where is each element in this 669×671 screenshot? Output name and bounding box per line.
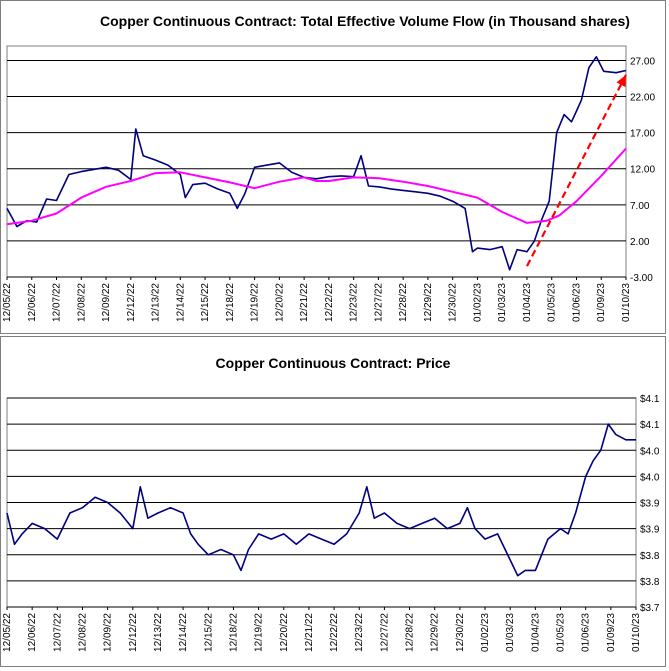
volume-x-tick-label: 12/06/22 <box>27 283 38 322</box>
price-y-tick-label: $3.9 <box>640 525 660 536</box>
price-x-tick-label: 12/14/22 <box>178 613 189 652</box>
volume-x-tick-label: 12/08/22 <box>76 283 87 322</box>
volume-x-tick-label: 01/03/23 <box>497 283 508 322</box>
price-x-tick-label: 12/27/22 <box>379 613 390 652</box>
price-series-line-0 <box>6 423 636 577</box>
price-x-tick-label: 12/07/22 <box>52 613 63 652</box>
volume-x-tick-label: 12/21/22 <box>299 283 310 322</box>
price-x-tick-label: 12/19/22 <box>254 613 265 652</box>
volume-flow-chart-panel: Copper Continuous Contract: Total Effect… <box>0 0 666 334</box>
price-x-tick-label: 12/21/22 <box>304 613 315 652</box>
volume-x-tick-label: 12/19/22 <box>250 283 261 322</box>
price-x-tick-label: 12/13/22 <box>153 613 164 652</box>
price-x-tick-label: 01/02/23 <box>480 613 491 652</box>
price-x-tick-label: 12/18/22 <box>228 613 239 652</box>
price-x-tick-label: 12/28/22 <box>405 613 416 652</box>
price-chart: Copper Continuous Contract: Price $4.1 $4… <box>2 355 660 652</box>
price-x-tick-label: 12/12/22 <box>128 613 139 652</box>
price-x-tick-label: 12/15/22 <box>203 613 214 652</box>
volume-x-tick-label: 12/05/22 <box>2 283 13 322</box>
price-x-tick-label: 12/29/22 <box>430 613 441 652</box>
volume-x-tick-label: 12/09/22 <box>101 283 112 322</box>
volume-x-tick-label: 01/04/23 <box>522 283 533 322</box>
price-y-tick-label: $3.7 <box>640 603 660 614</box>
volume-y-tick-label: 12.00 <box>630 165 655 176</box>
price-y-tick-label: $3.8 <box>640 551 660 562</box>
volume-y-tick-label: 27.00 <box>630 56 655 67</box>
price-x-tick-label: 12/06/22 <box>27 613 38 652</box>
price-y-tick-label: $3.9 <box>640 499 660 510</box>
volume-x-tick-label: 01/10/23 <box>621 283 632 322</box>
price-chart-title: Copper Continuous Contract: Price <box>216 355 451 371</box>
volume-series-line-0 <box>6 56 627 271</box>
volume-trend-arrow-head <box>616 74 626 87</box>
price-x-tick-label: 12/23/22 <box>354 613 365 652</box>
price-x-tick-label: 12/08/22 <box>77 613 88 652</box>
volume-x-tick-label: 01/05/23 <box>547 283 558 322</box>
price-x-tick-label: 12/22/22 <box>329 613 340 652</box>
price-chart-panel: Copper Continuous Contract: Price $4.1 $4… <box>0 336 666 667</box>
volume-trend-arrow-line <box>525 74 627 267</box>
volume-x-tick-label: 12/12/22 <box>126 283 137 322</box>
volume-y-tick-label: 22.00 <box>630 93 655 104</box>
volume-x-tick-label: 12/07/22 <box>52 283 63 322</box>
volume-x-tick-label: 12/20/22 <box>274 283 285 322</box>
volume-x-tick-label: 12/29/22 <box>423 283 434 322</box>
price-x-tick-label: 01/09/23 <box>606 613 617 652</box>
price-x-tick-label: 01/06/23 <box>581 613 592 652</box>
volume-x-tick-label: 12/27/22 <box>373 283 384 322</box>
volume-y-tick-label: -3.00 <box>630 273 653 284</box>
volume-x-tick-label: 12/28/22 <box>398 283 409 322</box>
volume-x-tick-label: 01/02/23 <box>472 283 483 322</box>
price-x-tick-label: 01/04/23 <box>530 613 541 652</box>
volume-x-tick-label: 12/30/22 <box>448 283 459 322</box>
price-y-tick-label: $3.8 <box>640 577 660 588</box>
price-x-tick-label: 12/05/22 <box>2 613 13 652</box>
volume-series-line-1 <box>6 147 627 226</box>
price-x-tick-label: 01/03/23 <box>505 613 516 652</box>
volume-y-tick-label: 17.00 <box>630 129 655 140</box>
volume-y-tick-label: 2.00 <box>630 237 650 248</box>
price-x-tick-label: 01/05/23 <box>556 613 567 652</box>
volume-x-tick-label: 01/06/23 <box>571 283 582 322</box>
volume-x-tick-label: 12/23/22 <box>349 283 360 322</box>
price-y-tick-label: $4.0 <box>640 446 660 457</box>
price-x-tick-label: 12/20/22 <box>279 613 290 652</box>
price-y-tick-label: $4.1 <box>640 420 660 431</box>
volume-x-tick-label: 12/14/22 <box>175 283 186 322</box>
volume-y-tick-label: 7.00 <box>630 201 650 212</box>
volume-x-tick-label: 12/18/22 <box>225 283 236 322</box>
volume-x-tick-label: 12/22/22 <box>324 283 335 322</box>
volume-x-tick-label: 12/15/22 <box>200 283 211 322</box>
volume-flow-chart: Copper Continuous Contract: Total Effect… <box>2 13 655 322</box>
price-x-tick-label: 12/09/22 <box>103 613 114 652</box>
volume-flow-chart-title: Copper Continuous Contract: Total Effect… <box>100 13 630 29</box>
price-y-tick-label: $4.1 <box>640 394 660 405</box>
price-x-tick-label: 12/30/22 <box>455 613 466 652</box>
price-x-tick-label: 01/10/23 <box>631 613 642 652</box>
volume-x-tick-label: 01/09/23 <box>596 283 607 322</box>
price-y-tick-label: $4.0 <box>640 472 660 483</box>
volume-x-tick-label: 12/13/22 <box>151 283 162 322</box>
